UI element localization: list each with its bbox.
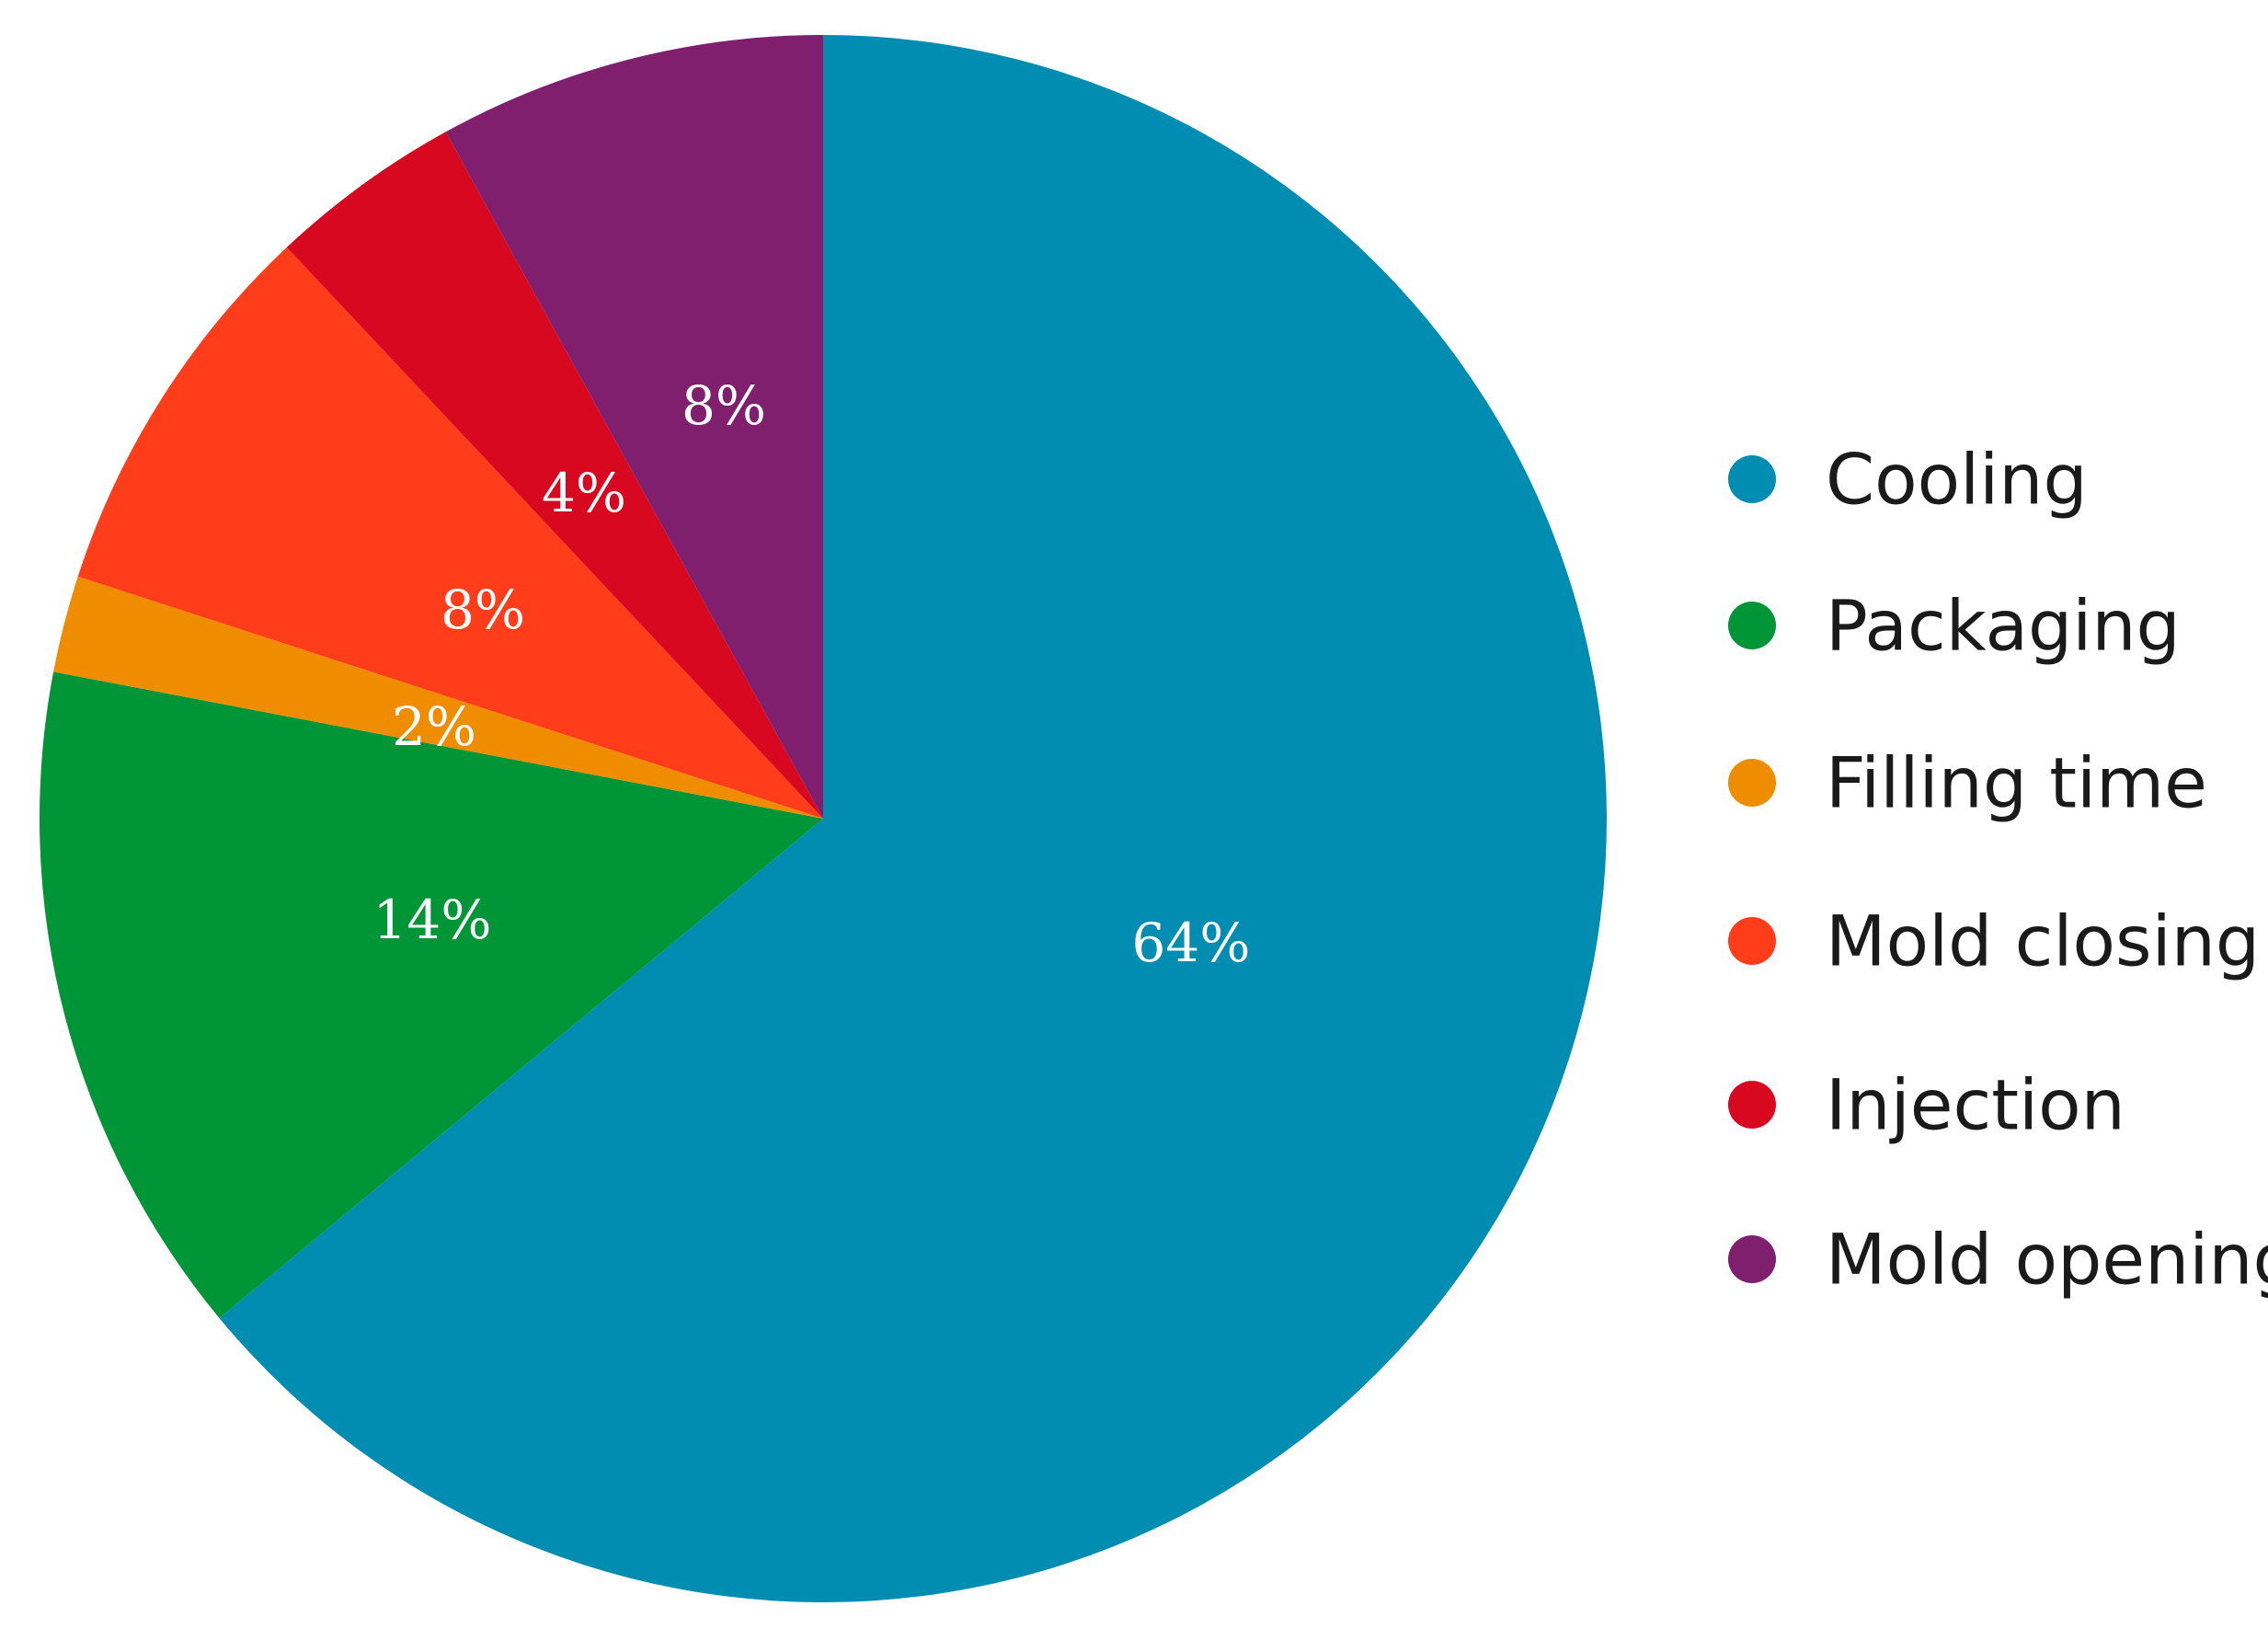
legend-marker-filling-time — [1728, 759, 1776, 807]
slice-label-packaging: 14% — [373, 889, 492, 951]
slice-label-mold-closing: 8% — [441, 579, 525, 641]
pie-slice-filling-time — [53, 576, 824, 819]
legend-label-mold-closing: Mold closing — [1826, 901, 2260, 982]
legend-marker-packaging — [1728, 602, 1776, 649]
legend-label-cooling: Cooling — [1826, 439, 2088, 521]
pie-slice-mold-opening — [445, 35, 823, 819]
legend-label-mold-opening: Mold opening — [1826, 1219, 2268, 1301]
legend-marker-injection — [1728, 1081, 1776, 1129]
pie-slice-packaging — [39, 671, 823, 1319]
legend-marker-mold-closing — [1728, 917, 1776, 965]
legend-item-filling-time: Filling time — [1728, 742, 2207, 824]
legend-label-injection: Injection — [1826, 1064, 2125, 1146]
legend-label-packaging: Packaging — [1826, 585, 2181, 667]
slice-label-injection: 4% — [542, 462, 626, 524]
pie-slices — [39, 35, 1607, 1603]
legend-item-mold-closing: Mold closing — [1728, 901, 2260, 982]
legend-label-filling-time: Filling time — [1826, 742, 2207, 824]
pie-slice-cooling — [219, 35, 1607, 1603]
pie-slice-mold-closing — [77, 247, 824, 820]
legend-item-mold-opening: Mold opening — [1728, 1219, 2268, 1301]
legend-marker-cooling — [1728, 455, 1776, 503]
legend-item-cooling: Cooling — [1728, 439, 2088, 521]
legend-item-injection: Injection — [1728, 1064, 2125, 1146]
legend-marker-mold-opening — [1728, 1235, 1776, 1283]
pie-slice-injection — [286, 132, 823, 819]
legend: Cooling Packaging Filling time Mold closing… — [1728, 439, 2268, 1301]
slice-label-filling-time: 2% — [392, 695, 476, 758]
pie-slice-labels: 64% 14% 2% 8% 4% 8% — [373, 374, 1251, 974]
slice-label-cooling: 64% — [1132, 912, 1251, 974]
legend-item-packaging: Packaging — [1728, 585, 2181, 667]
slice-label-mold-opening: 8% — [682, 374, 766, 437]
